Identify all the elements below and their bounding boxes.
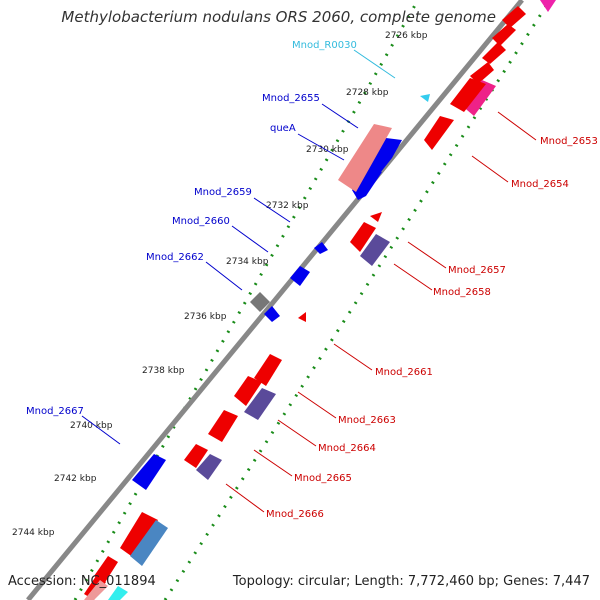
- ruler-label: 2736 kbp: [184, 312, 227, 322]
- gene-mnod-2653[interactable]: [460, 80, 496, 116]
- gene-mnod-r0030[interactable]: [420, 94, 430, 102]
- gene-top-magenta[interactable]: [540, 0, 556, 12]
- gene-top-3[interactable]: [482, 42, 506, 64]
- ruler-label: 2742 kbp: [54, 474, 97, 484]
- forward-labels: Mnod_R0030 Mnod_2655 queA Mnod_2659 Mnod…: [26, 40, 357, 417]
- leader-line: [333, 343, 373, 371]
- leader-line: [81, 415, 121, 445]
- reverse-labels: Mnod_2653 Mnod_2654 Mnod_2657 Mnod_2658 …: [266, 136, 598, 520]
- leader-line: [231, 225, 269, 253]
- gene-bottom-red-1[interactable]: [94, 556, 118, 584]
- leader-line: [393, 263, 433, 291]
- gene-mnod-2667[interactable]: [132, 454, 166, 490]
- gene-mnod-2659[interactable]: [314, 242, 328, 254]
- gene-label[interactable]: Mnod_2664: [318, 443, 376, 454]
- genome-backbone: [26, 0, 524, 600]
- ruler-label: 2734 kbp: [226, 257, 269, 267]
- gene-mnod-2661[interactable]: [254, 354, 282, 386]
- ruler-label: 2730 kbp: [306, 145, 349, 155]
- gene-label[interactable]: Mnod_2659: [194, 187, 252, 198]
- ruler-label: 2740 kbp: [70, 421, 113, 431]
- leader-line: [353, 49, 396, 79]
- gene-label[interactable]: Mnod_2660: [172, 216, 230, 227]
- gene-mnod-2662-grey[interactable]: [250, 292, 270, 312]
- gene-mnod-2653b[interactable]: [450, 78, 486, 112]
- gene-label[interactable]: Mnod_2654: [511, 179, 569, 190]
- gene-label[interactable]: Mnod_2657: [448, 265, 506, 276]
- gene-label[interactable]: Mnod_2665: [294, 473, 352, 484]
- leader-line: [471, 155, 509, 183]
- leader-line: [277, 419, 317, 447]
- gene-label[interactable]: Mnod_R0030: [292, 40, 357, 51]
- gene-mnod-2664b[interactable]: [208, 410, 238, 442]
- gene-label[interactable]: Mnod_2663: [338, 415, 396, 426]
- ruler-label: 2728 kbp: [346, 88, 389, 98]
- leader-line: [321, 103, 359, 129]
- gene-top-2[interactable]: [492, 24, 516, 46]
- gene-mnod-2658[interactable]: [360, 234, 390, 266]
- gene-bottom-trna[interactable]: [108, 586, 128, 600]
- gene-quea[interactable]: [352, 168, 382, 200]
- gene-label[interactable]: Mnod_2662: [146, 252, 204, 263]
- genome-summary: Topology: circular; Length: 7,772,460 bp…: [232, 574, 590, 589]
- ruler-label: 2732 kbp: [266, 201, 309, 211]
- forward-genes: [132, 124, 402, 490]
- ruler-label: 2744 kbp: [12, 528, 55, 538]
- gene-top-4[interactable]: [470, 62, 494, 84]
- ruler-label: 2726 kbp: [385, 31, 428, 41]
- gene-mnod-2665b[interactable]: [196, 454, 222, 480]
- leader-line: [497, 111, 537, 141]
- gene-mnod-2657[interactable]: [350, 222, 376, 252]
- map-title: Methylobacterium nodulans ORS 2060, comp…: [61, 8, 496, 26]
- gene-mnod-2666[interactable]: [120, 512, 158, 558]
- leader-line: [205, 261, 243, 291]
- gene-label[interactable]: Mnod_2666: [266, 509, 324, 520]
- gene-mnod-2660[interactable]: [290, 266, 310, 286]
- leader-line: [225, 483, 265, 513]
- gene-mnod-2664[interactable]: [244, 388, 276, 420]
- gene-label[interactable]: Mnod_2653: [540, 136, 598, 147]
- leader-line: [297, 391, 337, 419]
- gene-top-1[interactable]: [502, 6, 526, 28]
- gene-label[interactable]: Mnod_2655: [262, 93, 320, 104]
- leader-line: [253, 197, 291, 223]
- tick-track-inner: [163, 0, 552, 600]
- gene-pink-large[interactable]: [338, 124, 392, 192]
- ruler-labels: 2726 kbp 2728 kbp 2730 kbp 2732 kbp 2734…: [12, 31, 428, 538]
- reverse-genes: [84, 0, 556, 600]
- ruler-label: 2738 kbp: [142, 366, 185, 376]
- gene-blue-steel[interactable]: [130, 520, 168, 566]
- gene-small-red-2[interactable]: [298, 312, 306, 322]
- leader-line: [407, 241, 447, 269]
- gene-mnod-2654[interactable]: [424, 116, 454, 150]
- leader-lines: [81, 49, 537, 513]
- gene-small-red-1[interactable]: [370, 212, 382, 222]
- gene-label[interactable]: queA: [270, 123, 296, 134]
- gene-mnod-2662[interactable]: [264, 306, 280, 322]
- gene-bottom-pink[interactable]: [84, 580, 108, 600]
- gene-mnod-2663[interactable]: [234, 376, 262, 406]
- gene-label[interactable]: Mnod_2667: [26, 406, 84, 417]
- gene-label[interactable]: Mnod_2661: [375, 367, 433, 378]
- leader-line: [253, 449, 293, 477]
- leader-line: [297, 133, 345, 161]
- gene-mnod-2665[interactable]: [184, 444, 208, 468]
- accession-label: Accession: NC_011894: [8, 574, 156, 589]
- gene-label[interactable]: Mnod_2658: [433, 287, 491, 298]
